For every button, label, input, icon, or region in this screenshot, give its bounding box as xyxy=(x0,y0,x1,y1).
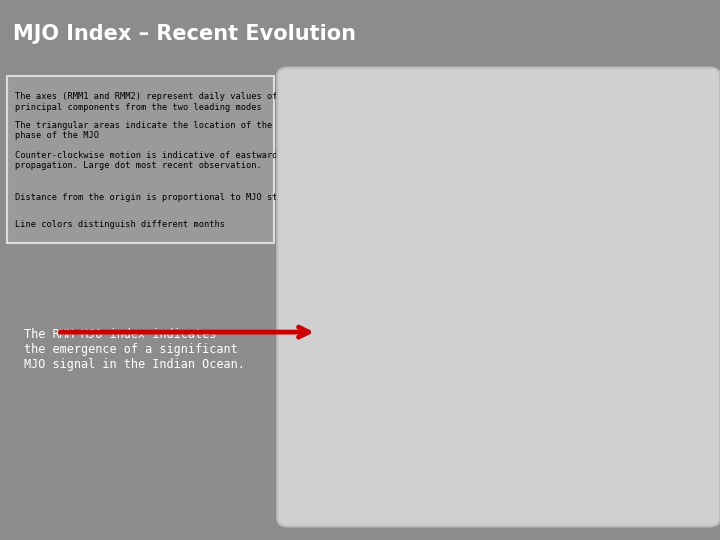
Point xyxy=(523,267,535,276)
Text: 8: 8 xyxy=(356,208,364,221)
Point xyxy=(505,282,516,291)
Point xyxy=(459,280,470,288)
Point xyxy=(512,316,523,325)
Text: 4: 4 xyxy=(662,356,670,369)
Point xyxy=(526,307,537,315)
Point xyxy=(510,277,521,286)
Point xyxy=(512,289,523,298)
Point xyxy=(521,280,533,288)
Point xyxy=(519,294,531,303)
Point xyxy=(495,272,507,281)
Point xyxy=(526,285,537,293)
Text: Western
Pacific: Western Pacific xyxy=(560,126,595,146)
Point xyxy=(514,312,526,320)
Point xyxy=(514,349,526,357)
Point xyxy=(505,270,516,279)
Point xyxy=(519,265,531,273)
Point xyxy=(519,343,531,352)
Point xyxy=(533,289,544,298)
Title: [RMM1, RMM2] Phase Space for 29-Mar-2016 to 07-May-2016: [RMM1, RMM2] Phase Space for 29-Mar-2016… xyxy=(369,80,657,90)
Point xyxy=(523,277,535,286)
Point xyxy=(526,275,537,284)
Point xyxy=(537,309,549,318)
Point xyxy=(514,289,526,298)
Text: The RMM MJO index indicates
the emergence of a significant
MJO signal in the Ind: The RMM MJO index indicates the emergenc… xyxy=(24,328,245,371)
Text: MJO Index – Recent Evolution: MJO Index – Recent Evolution xyxy=(13,24,356,44)
Point xyxy=(526,282,537,291)
Point xyxy=(516,353,527,361)
Point xyxy=(510,294,521,303)
Text: 6: 6 xyxy=(639,110,647,123)
Y-axis label: RMM2: RMM2 xyxy=(292,277,302,301)
Point xyxy=(477,275,489,284)
Point xyxy=(528,302,539,310)
Point xyxy=(519,272,531,281)
FancyBboxPatch shape xyxy=(7,76,274,243)
Point xyxy=(537,294,549,303)
Text: Distance from the origin is proportional to MJO strength: Distance from the origin is proportional… xyxy=(15,193,309,202)
Text: 3: 3 xyxy=(625,460,633,473)
Point xyxy=(526,309,537,318)
Text: Maritime
Continent: Maritime Continent xyxy=(680,270,693,308)
Point xyxy=(516,346,528,355)
Point xyxy=(523,282,535,291)
Text: West. Hem.
and Africa: West. Hem. and Africa xyxy=(335,268,348,310)
Text: Counter-clockwise motion is indicative of eastward
propagation. Large dot most r: Counter-clockwise motion is indicative o… xyxy=(15,151,278,170)
Point xyxy=(523,312,535,320)
Point xyxy=(528,309,539,318)
Point xyxy=(512,267,523,276)
Point xyxy=(516,341,528,350)
Point xyxy=(487,275,498,284)
Point xyxy=(449,282,461,291)
Point xyxy=(523,305,535,313)
Point xyxy=(516,336,528,345)
Text: APR: APR xyxy=(540,296,553,302)
Point xyxy=(519,307,531,315)
Text: 2: 2 xyxy=(440,460,447,473)
Point xyxy=(514,297,526,306)
Point xyxy=(519,332,531,340)
Point xyxy=(519,316,531,325)
Point xyxy=(523,316,535,325)
X-axis label: RMM1: RMM1 xyxy=(501,510,525,519)
Point xyxy=(468,277,480,286)
Point xyxy=(533,312,544,320)
Point xyxy=(516,285,528,293)
Point xyxy=(514,275,526,284)
Point xyxy=(523,289,535,298)
Text: START: START xyxy=(444,278,466,284)
Point xyxy=(540,302,552,310)
Text: 5: 5 xyxy=(662,208,670,221)
Text: The axes (RMM1 and RMM2) represent daily values of the
principal components from: The axes (RMM1 and RMM2) represent daily… xyxy=(15,92,299,112)
Point xyxy=(514,319,526,328)
Point xyxy=(521,280,533,288)
Text: 7: 7 xyxy=(482,110,489,123)
Point xyxy=(519,287,531,296)
Text: Line colors distinguish different months: Line colors distinguish different months xyxy=(15,220,225,228)
Text: Indian
Ocean: Indian Ocean xyxy=(521,432,552,451)
Point xyxy=(514,349,526,357)
Point xyxy=(514,339,526,347)
Point xyxy=(510,287,521,296)
Text: The triangular areas indicate the location of the enhanced
phase of the MJO: The triangular areas indicate the locati… xyxy=(15,121,320,140)
Point xyxy=(521,324,533,333)
Point xyxy=(514,350,526,359)
